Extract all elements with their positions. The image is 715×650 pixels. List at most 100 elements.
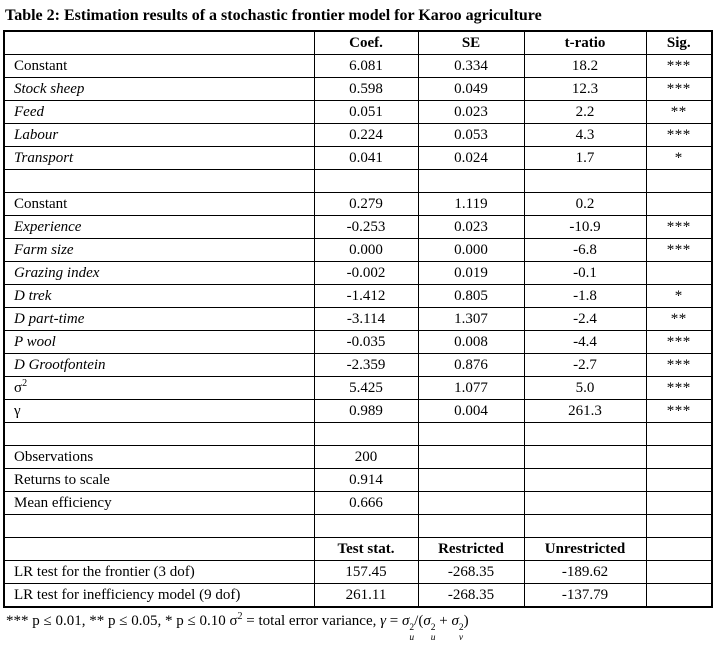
empty-cell — [417, 514, 525, 539]
sig-cell: *** — [645, 399, 713, 424]
row-label-cell: Labour — [3, 123, 315, 148]
coef-cell: 5.425 — [313, 376, 419, 401]
stack-subscript: u — [409, 633, 415, 644]
empty-cell — [313, 169, 419, 194]
t-ratio-cell — [523, 445, 647, 470]
math-symbol: σ — [402, 613, 410, 630]
table-row: Labour 0.224 0.053 4.3 *** — [3, 123, 713, 148]
table-row: Returns to scale 0.914 — [3, 468, 713, 493]
row-label-cell: Stock sheep — [3, 77, 315, 102]
se-cell: 1.307 — [417, 307, 525, 332]
t-ratio-cell: 0.2 — [523, 192, 647, 217]
spacer-row — [3, 514, 713, 539]
empty-cell — [645, 514, 713, 539]
row-label-cell: γ — [3, 399, 315, 424]
table-row: Mean efficiency 0.666 — [3, 491, 713, 516]
se-cell: 1.077 — [417, 376, 525, 401]
row-label-cell: D Grootfontein — [3, 353, 315, 378]
table-row: P wool -0.035 0.008 -4.4 *** — [3, 330, 713, 355]
t-ratio-cell: 4.3 — [523, 123, 647, 148]
sig-cell — [645, 192, 713, 217]
column-header-row: Coef. SE t-ratio Sig. — [3, 30, 713, 56]
sig-cell: *** — [645, 353, 713, 378]
sig-cell: *** — [645, 215, 713, 240]
column-header — [645, 537, 713, 562]
table-footnote: *** p ≤ 0.01, ** p ≤ 0.05, * p ≤ 0.10 σ2… — [6, 612, 713, 644]
footnote-text: = — [386, 613, 402, 630]
t-ratio-cell: -10.9 — [523, 215, 647, 240]
sig-cell: ** — [645, 307, 713, 332]
row-label-cell: LR test for the frontier (3 dof) — [3, 560, 315, 585]
row-label-cell: D trek — [3, 284, 315, 309]
column-header: SE — [417, 30, 525, 56]
stack-superscript: 2 — [430, 623, 436, 634]
spacer-row — [3, 169, 713, 194]
t-ratio-cell: -2.4 — [523, 307, 647, 332]
se-cell: 0.334 — [417, 54, 525, 79]
row-label-cell: Feed — [3, 100, 315, 125]
coef-cell: 0.051 — [313, 100, 419, 125]
row-label-cell — [3, 30, 315, 56]
t-ratio-cell: 261.3 — [523, 399, 647, 424]
t-ratio-cell: -1.8 — [523, 284, 647, 309]
row-label-cell: Grazing index — [3, 261, 315, 286]
row-label-cell: Returns to scale — [3, 468, 315, 493]
empty-cell — [313, 422, 419, 447]
coef-cell: 0.598 — [313, 77, 419, 102]
table-row: Transport 0.041 0.024 1.7 * — [3, 146, 713, 171]
row-label-cell: Experience — [3, 215, 315, 240]
sig-cell — [645, 491, 713, 516]
coef-cell: 0.279 — [313, 192, 419, 217]
superscript: 2 — [22, 377, 28, 389]
se-cell: 0.008 — [417, 330, 525, 355]
table-row: LR test for the frontier (3 dof) 157.45 -2… — [3, 560, 713, 585]
table-row: D trek -1.412 0.805 -1.8 * — [3, 284, 713, 309]
empty-cell — [3, 169, 315, 194]
sig-cell — [645, 445, 713, 470]
se-cell: -268.35 — [417, 560, 525, 585]
sig-cell: * — [645, 146, 713, 171]
table-row: Constant 0.279 1.119 0.2 — [3, 192, 713, 217]
results-table: Coef. SE t-ratio Sig. Constant 6.081 0.334 18.2… — [3, 30, 713, 609]
t-ratio-cell — [523, 491, 647, 516]
footnote-text: + — [435, 613, 452, 630]
column-header: Unrestricted — [523, 537, 647, 562]
stack-subscript: u — [430, 633, 436, 644]
sig-cell — [645, 560, 713, 585]
sig-cell: *** — [645, 376, 713, 401]
row-label-cell: Constant — [3, 54, 315, 79]
coef-cell: 0.989 — [313, 399, 419, 424]
row-label-cell: Constant — [3, 192, 315, 217]
stack-subscript: v — [458, 633, 464, 644]
coef-cell: -0.035 — [313, 330, 419, 355]
column-header: Coef. — [313, 30, 419, 56]
t-ratio-cell: -2.7 — [523, 353, 647, 378]
coef-cell: -1.412 — [313, 284, 419, 309]
math-symbol: γ — [380, 613, 387, 630]
coef-cell: 6.081 — [313, 54, 419, 79]
table-row: D Grootfontein -2.359 0.876 -2.7 *** — [3, 353, 713, 378]
footnote-text: = total error variance, — [242, 613, 381, 630]
sig-cell — [645, 468, 713, 493]
t-ratio-cell: 12.3 — [523, 77, 647, 102]
se-cell: 0.805 — [417, 284, 525, 309]
se-cell: 0.053 — [417, 123, 525, 148]
sig-cell: * — [645, 284, 713, 309]
row-label-cell: σ2 — [3, 376, 315, 401]
math-symbol: σ — [423, 613, 431, 630]
table-row: Stock sheep 0.598 0.049 12.3 *** — [3, 77, 713, 102]
sig-cell — [645, 261, 713, 286]
t-ratio-cell: 1.7 — [523, 146, 647, 171]
table-row: Observations 200 — [3, 445, 713, 470]
t-ratio-cell: -137.79 — [523, 583, 647, 608]
se-cell: 0.000 — [417, 238, 525, 263]
empty-cell — [523, 169, 647, 194]
se-cell: 0.876 — [417, 353, 525, 378]
coef-cell: 0.914 — [313, 468, 419, 493]
table-row: γ 0.989 0.004 261.3 *** — [3, 399, 713, 424]
se-cell: 0.004 — [417, 399, 525, 424]
table-row: σ2 5.425 1.077 5.0 *** — [3, 376, 713, 401]
